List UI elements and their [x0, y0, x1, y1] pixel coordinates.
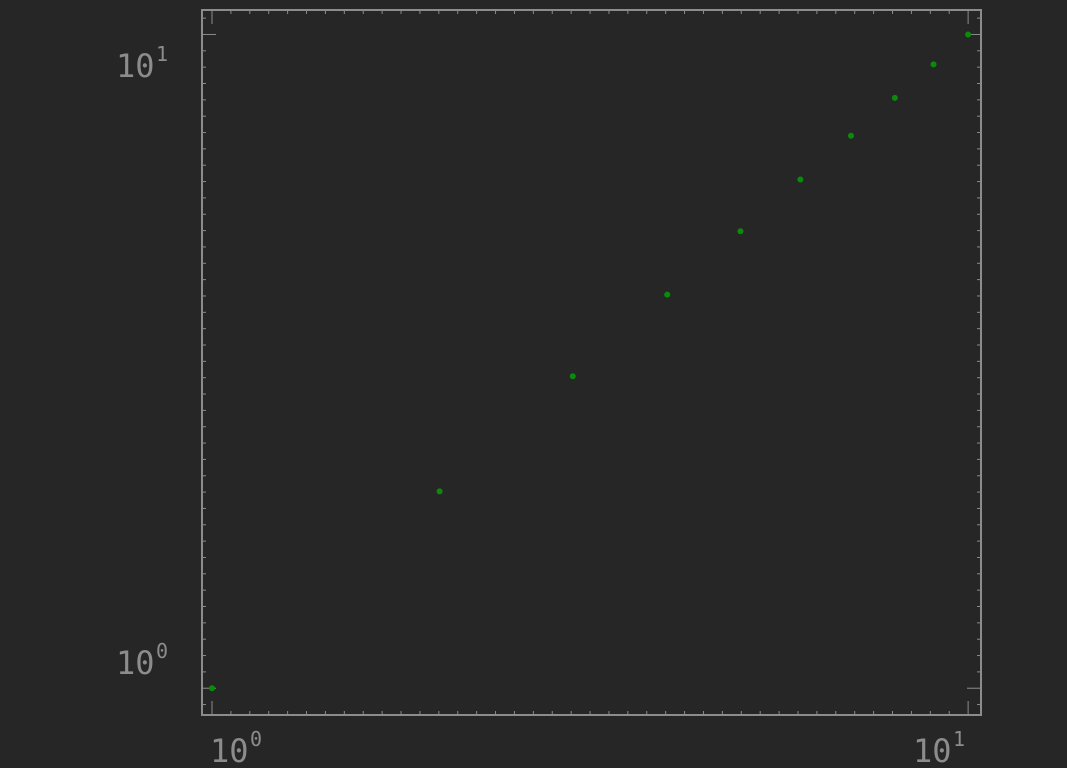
y-tick-label-10-base: 10 [116, 47, 155, 85]
plot-frame [201, 9, 982, 716]
data-point-0-6 [847, 132, 854, 139]
data-point-0-4 [737, 228, 744, 235]
data-point-0-2 [569, 373, 576, 380]
y-tick-label-1-base: 10 [116, 644, 155, 682]
data-point-0-0 [209, 685, 216, 692]
data-point-0-8 [930, 61, 937, 68]
x-tick-label-10-exponent: 1 [953, 727, 965, 751]
y-tick-label-10-exponent: 1 [156, 42, 168, 66]
y-tick-label-1-exponent: 0 [156, 639, 168, 663]
data-point-0-1 [436, 488, 443, 495]
x-tick-label-10-base: 10 [913, 732, 952, 768]
minor-ticks [202, 10, 981, 715]
data-points [209, 31, 972, 692]
x-tick-label-1-base: 10 [210, 732, 249, 768]
x-tick-label-1-exponent: 0 [250, 727, 262, 751]
data-point-0-7 [891, 94, 898, 101]
data-point-0-5 [797, 176, 804, 183]
data-point-0-9 [965, 31, 972, 38]
data-point-0-3 [664, 291, 671, 298]
